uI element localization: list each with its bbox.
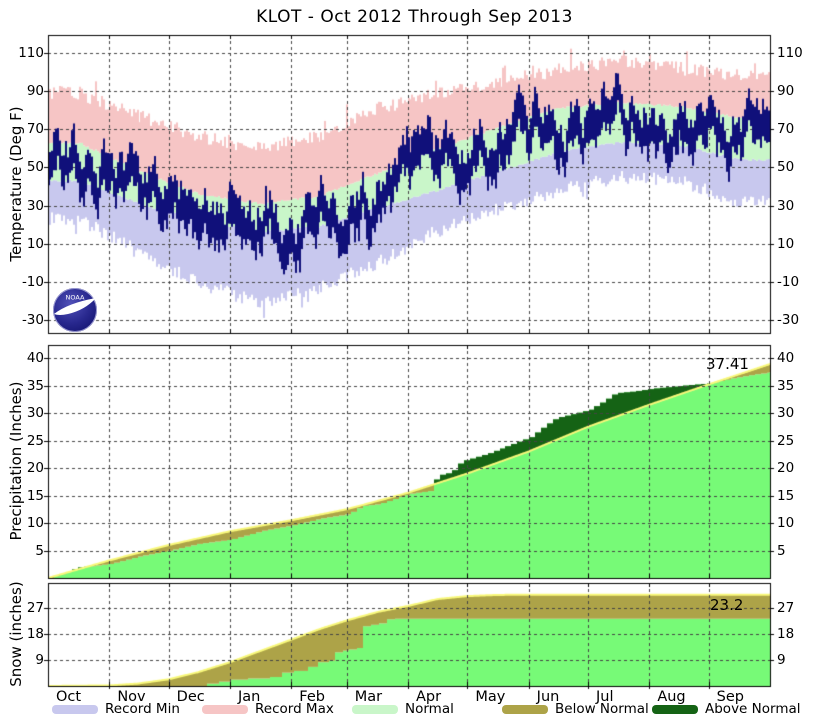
y-tick-label-left-temperature: -10 [21, 273, 44, 290]
month-label-may: May [475, 689, 506, 705]
y-tick-label-right-temperature: -30 [777, 312, 800, 328]
legend-item-above-normal: Above Normal [648, 701, 801, 717]
y-tick-label-right-precipitation: 35 [777, 377, 795, 394]
record-min-swatch-icon [52, 704, 98, 714]
y-tick-label-right-precipitation: 25 [777, 432, 795, 449]
y-tick-label-right-snow: 27 [777, 599, 795, 616]
month-label-feb: Feb [299, 689, 325, 705]
y-tick-label-left-temperature: 50 [26, 159, 44, 176]
normal-swatch-icon [352, 704, 398, 714]
y-tick-label-right-temperature: 10 [777, 235, 795, 252]
month-label-aug: Aug [657, 689, 686, 705]
legend-label-normal: Normal [405, 701, 454, 717]
y-tick-label-left-temperature: 70 [26, 121, 44, 138]
y-tick-label-right-temperature: -10 [777, 273, 800, 290]
month-label-apr: Apr [416, 689, 442, 705]
y-tick-label-left-snow: 18 [26, 625, 44, 642]
y-tick-label-left-temperature: 110 [18, 45, 44, 61]
y-tick-label-left-precipitation: 5 [35, 542, 44, 559]
precip-total-annotation: 37.41 [706, 355, 749, 373]
noaa-logo-ring [53, 288, 97, 332]
month-label-sep: Sep [716, 689, 745, 705]
noaa-logo: NOAA [53, 288, 97, 332]
above-normal-swatch-icon [652, 704, 698, 714]
month-label-jan: Jan [237, 689, 261, 705]
legend-label-record-min: Record Min [105, 701, 180, 717]
y-tick-label-left-snow: 9 [35, 651, 44, 668]
y-tick-label-right-temperature: 90 [777, 83, 795, 100]
month-label-mar: Mar [354, 689, 383, 705]
y-tick-label-left-temperature: 10 [26, 235, 44, 252]
legend: Record Min Record Max Normal Below Norma… [48, 700, 818, 718]
y-tick-label-right-temperature: 50 [777, 159, 795, 176]
legend-label-below-normal: Below Normal [555, 701, 649, 717]
month-label-nov: Nov [117, 689, 146, 705]
y-tick-label-left-precipitation: 30 [26, 405, 44, 421]
snow-total-annotation: 23.2 [710, 596, 744, 614]
month-label-jun: Jun [536, 689, 560, 705]
legend-item-record-max: Record Max [198, 701, 348, 717]
y-tick-label-right-precipitation: 15 [777, 487, 795, 504]
y-tick-label-left-temperature: 30 [26, 197, 44, 214]
y-tick-label-right-precipitation: 10 [777, 515, 795, 531]
y-tick-label-right-precipitation: 5 [777, 542, 786, 559]
legend-item-record-min: Record Min [48, 701, 198, 717]
y-tick-label-right-temperature: 30 [777, 197, 795, 214]
y-tick-label-right-temperature: 70 [777, 121, 795, 138]
legend-label-record-max: Record Max [255, 701, 334, 717]
y-tick-label-left-precipitation: 20 [26, 460, 44, 476]
legend-item-normal: Normal [348, 701, 498, 717]
y-tick-label-right-precipitation: 40 [777, 350, 795, 366]
y-tick-label-left-temperature: 90 [26, 83, 44, 100]
month-label-oct: Oct [56, 689, 82, 705]
y-tick-label-left-precipitation: 40 [26, 350, 44, 366]
y-tick-label-left-precipitation: 15 [26, 487, 44, 504]
y-tick-label-left-snow: 27 [26, 599, 44, 616]
noaa-seagull-icon [54, 298, 96, 315]
y-tick-label-left-precipitation: 10 [26, 515, 44, 531]
y-tick-label-right-snow: 18 [777, 625, 795, 642]
legend-item-below-normal: Below Normal [498, 701, 649, 717]
below-normal-swatch-icon [502, 704, 548, 714]
y-tick-label-left-temperature: -30 [21, 312, 44, 328]
month-label-jul: Jul [596, 689, 614, 705]
y-tick-label-left-precipitation: 25 [26, 432, 44, 449]
y-tick-label-right-temperature: 110 [777, 45, 803, 61]
y-tick-label-right-precipitation: 20 [777, 460, 795, 476]
legend-label-above-normal: Above Normal [705, 701, 801, 717]
y-tick-label-right-precipitation: 30 [777, 405, 795, 421]
y-tick-label-right-snow: 9 [777, 651, 786, 668]
y-tick-label-left-precipitation: 35 [26, 377, 44, 394]
month-label-dec: Dec [176, 689, 205, 705]
chart-title: KLOT - Oct 2012 Through Sep 2013 [256, 7, 573, 27]
noaa-logo-text: NOAA [66, 294, 85, 302]
record-max-swatch-icon [202, 704, 248, 714]
